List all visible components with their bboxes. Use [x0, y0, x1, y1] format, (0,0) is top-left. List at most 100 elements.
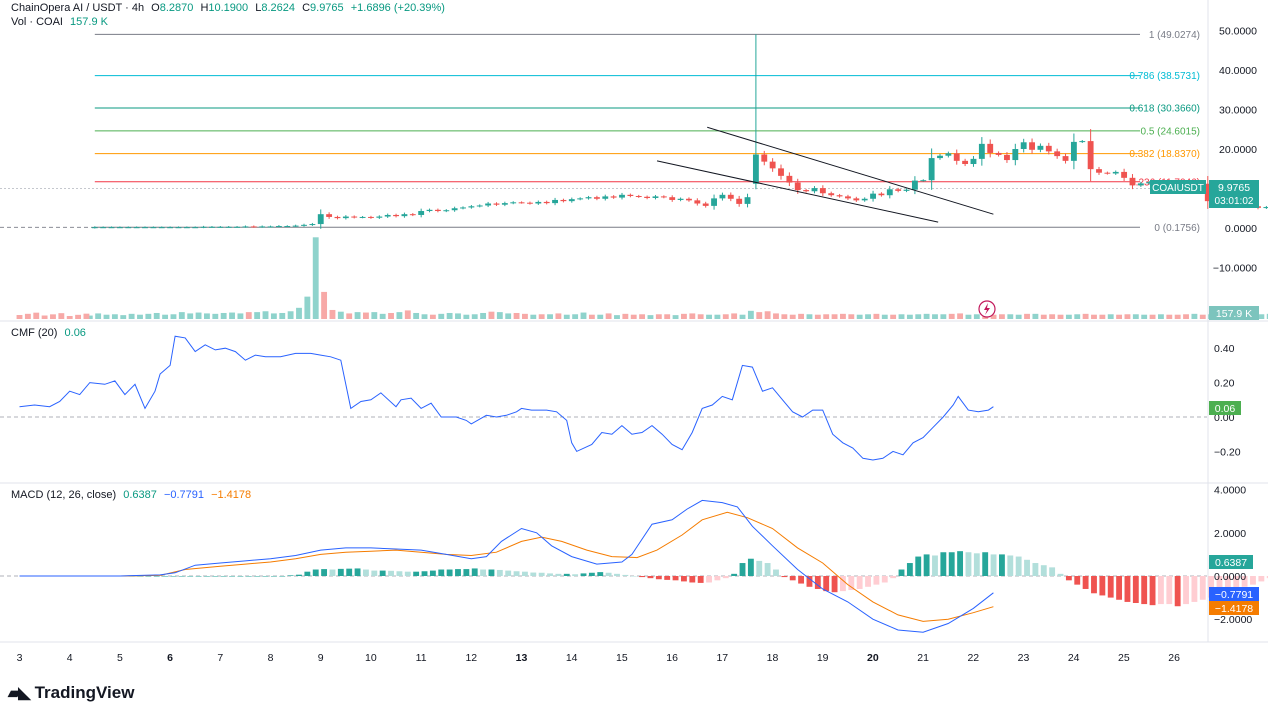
candle-body: [736, 198, 743, 204]
candle-body: [443, 210, 450, 212]
candle-body: [744, 197, 751, 204]
candle-body: [552, 199, 558, 204]
volume-bar: [1124, 314, 1131, 319]
volume-label[interactable]: Vol · COAI: [11, 16, 63, 28]
candle-body: [1129, 177, 1136, 186]
macd-histogram-bar: [488, 569, 495, 576]
volume-bar: [496, 312, 503, 319]
volume-bar: [371, 312, 378, 319]
candle-body: [501, 203, 508, 205]
lightning-icon[interactable]: [978, 300, 996, 318]
macd-histogram-bar: [614, 573, 620, 576]
volume-bar: [923, 313, 930, 319]
volume-bar: [58, 313, 65, 319]
macd-histogram-bar: [354, 568, 361, 576]
volume-bar: [162, 314, 169, 319]
candle-body: [384, 214, 391, 217]
price-badge-value: 9.9765: [1218, 182, 1250, 194]
volume-bar: [789, 314, 796, 319]
candle-body: [845, 196, 851, 199]
candle-body: [786, 175, 793, 183]
candle-body: [619, 194, 625, 198]
descending-channel[interactable]: [656, 126, 994, 223]
trendline[interactable]: [656, 160, 939, 223]
macd-histogram-bar: [1032, 563, 1039, 576]
candle-body: [870, 193, 876, 199]
volume-bar: [1258, 314, 1265, 319]
tradingview-logo[interactable]: ▰◣ TradingView: [8, 683, 134, 703]
macd-histogram-bar: [1166, 576, 1173, 605]
macd-histogram-bar: [957, 551, 964, 576]
volume-bar: [1065, 314, 1072, 319]
macd-histogram-bar: [647, 576, 654, 579]
fib-level-label: 0.382 (18.8370): [1129, 149, 1200, 160]
macd-tick-label: 0.0000: [1214, 571, 1246, 583]
macd-histogram-bar: [304, 571, 311, 576]
candle-body: [1204, 183, 1211, 202]
volume-bar: [522, 313, 528, 319]
trendline[interactable]: [707, 126, 994, 215]
candle-body: [1079, 141, 1086, 143]
macd-histogram-bar: [145, 576, 152, 577]
candle-body: [702, 203, 709, 206]
macd-histogram-bar: [1216, 576, 1223, 596]
macd-histogram-bar: [1149, 576, 1156, 606]
candle-body: [794, 182, 801, 191]
macd-histogram-bar: [438, 569, 445, 576]
candle-body: [928, 158, 935, 181]
volume-bar: [279, 312, 286, 319]
volume-bar: [898, 314, 905, 319]
volume-bar: [312, 237, 319, 319]
macd-badge-value: 0.6387: [1215, 557, 1247, 569]
candle-body: [342, 216, 349, 219]
high-label: H: [200, 2, 209, 14]
macd-label[interactable]: MACD (12, 26, close): [11, 489, 117, 501]
cmf-label[interactable]: CMF (20): [11, 327, 58, 339]
candle-body: [1087, 141, 1094, 170]
volume-bar: [1024, 313, 1030, 319]
volume-bar: [932, 314, 938, 319]
macd-badges: 0.6387 −0.7791 −1.4178: [1209, 555, 1259, 615]
volume-bar: [722, 314, 729, 319]
macd-series: [0, 499, 1268, 633]
candle-body: [920, 180, 927, 182]
volume-bar: [33, 312, 40, 319]
macd-histogram-bar: [999, 554, 1005, 576]
candlestick-series: [91, 34, 1268, 229]
candle-body: [426, 209, 433, 212]
cmf-value: 0.06: [64, 327, 86, 339]
low-value: 8.2624: [261, 2, 295, 14]
candle-body: [1070, 141, 1077, 161]
fib-level-label: 0.618 (30.3660): [1129, 104, 1200, 115]
candle-body: [133, 227, 140, 229]
candle-body: [535, 201, 542, 204]
candle-body: [510, 202, 517, 204]
low-label: L: [255, 2, 262, 14]
candle-body: [309, 224, 316, 226]
volume-bar: [588, 314, 595, 319]
macd-histogram-bar: [973, 553, 980, 576]
macd-histogram-bar: [363, 569, 369, 576]
fibonacci-retracement[interactable]: 1 (49.0274) 0.786 (38.5731) 0.618 (30.3660…: [0, 30, 1207, 234]
candle-body: [167, 227, 174, 229]
volume-badge: 157.9 K: [1209, 306, 1259, 320]
volume-bar: [664, 314, 671, 319]
macd-histogram-bar: [840, 576, 846, 592]
macd-histogram-bar: [806, 576, 813, 587]
volume-bar: [823, 314, 830, 319]
candle-body: [351, 216, 358, 218]
macd-histogram-bar: [580, 573, 587, 576]
candle-body: [460, 207, 466, 209]
volume-bar: [455, 313, 461, 319]
time-tick-label: 11: [416, 652, 427, 664]
macd-histogram-bar: [1208, 576, 1215, 598]
symbol-title[interactable]: ChainOpera AI / USDT · 4h: [11, 2, 145, 14]
close-label: C: [302, 2, 311, 14]
candle-body: [493, 203, 500, 205]
volume-bar: [354, 312, 361, 319]
volume-bar: [873, 313, 880, 319]
volume-bar: [83, 313, 90, 319]
volume-bar: [404, 310, 411, 319]
volume-bar: [480, 312, 487, 319]
